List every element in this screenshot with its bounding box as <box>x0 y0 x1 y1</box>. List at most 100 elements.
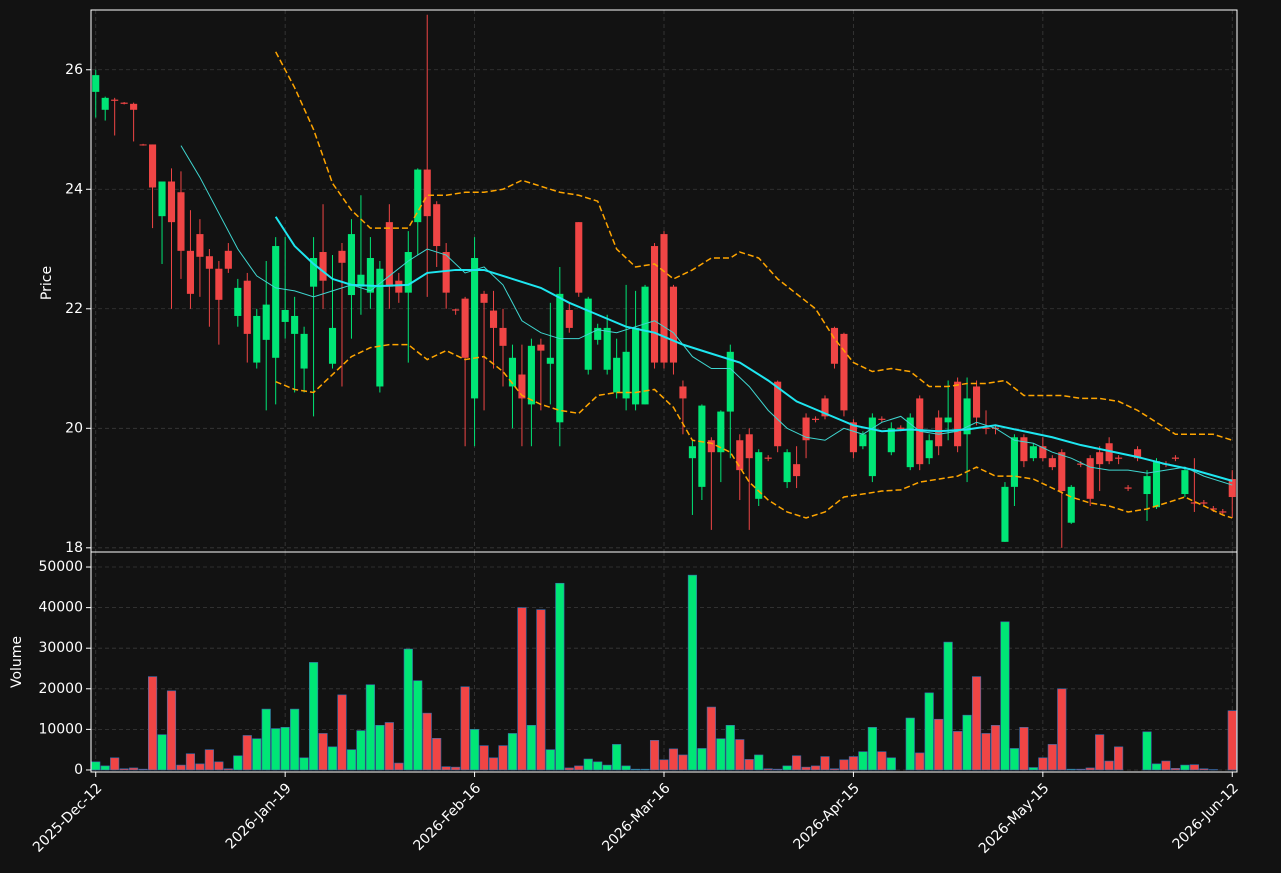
volume-bar <box>612 744 622 771</box>
volume-bar <box>1076 768 1086 771</box>
candle-body <box>1048 458 1056 468</box>
candle-body <box>310 257 318 287</box>
candle-body <box>357 274 365 287</box>
volume-bar <box>242 735 252 771</box>
candle-body <box>1058 452 1066 492</box>
volume-bar <box>924 692 934 771</box>
candle-body <box>830 327 839 364</box>
candle-body <box>452 309 460 311</box>
volume-bar <box>337 694 347 771</box>
volume-bar <box>990 725 1001 771</box>
candle-body <box>660 234 668 363</box>
volume-bar <box>185 753 196 771</box>
y-tick-label: 20000 <box>38 681 83 697</box>
volume-bar <box>820 756 830 771</box>
candle-body <box>1105 443 1113 462</box>
volume-bar <box>91 761 101 771</box>
candle-body <box>546 357 554 364</box>
volume-bar <box>668 748 679 771</box>
volume-bar <box>223 768 233 771</box>
volume-bar <box>1028 767 1038 771</box>
y-tick-label: 0 <box>74 762 83 778</box>
candle-body <box>774 381 782 447</box>
candle-body <box>1096 452 1104 465</box>
volume-bar <box>460 686 470 771</box>
volume-bar <box>971 676 982 771</box>
volume-bar <box>574 765 584 771</box>
candle-body <box>650 246 659 363</box>
candle-body <box>234 287 242 316</box>
candle-body <box>1228 479 1236 498</box>
candle-body <box>149 144 157 188</box>
candle-body <box>849 422 857 453</box>
candle-body <box>726 351 734 412</box>
candle-body <box>167 181 176 223</box>
volume-bar <box>166 690 177 771</box>
candle-body <box>972 386 981 418</box>
volume-bar <box>1227 710 1237 771</box>
volume-bar <box>782 765 792 771</box>
volume-bar <box>148 676 158 771</box>
candle-body <box>1219 511 1227 513</box>
volume-bar <box>915 752 925 771</box>
volume-bar <box>829 768 840 771</box>
volume-bar <box>1085 767 1095 771</box>
candle-body <box>423 169 431 217</box>
volume-bar <box>271 728 281 771</box>
volume-bar <box>403 648 413 771</box>
volume-bar <box>129 767 139 771</box>
volume-bar <box>744 759 754 771</box>
y-tick-label: 22 <box>65 301 83 317</box>
volume-bar <box>981 733 991 771</box>
candle-body <box>186 250 194 294</box>
volume-bar <box>877 751 887 771</box>
candle-body <box>982 427 990 429</box>
volume-bar <box>498 745 508 771</box>
volume-bar <box>252 738 262 771</box>
volume-bar <box>583 758 593 771</box>
volume-bar <box>801 766 811 771</box>
volume-bar <box>953 731 963 771</box>
candle-body <box>404 252 412 293</box>
candle-body <box>1029 446 1037 459</box>
volume-bar <box>792 755 802 771</box>
volume-axis-label: Volume <box>9 636 25 688</box>
candle-body <box>717 411 725 453</box>
candle-body <box>679 386 687 399</box>
volume-bar <box>962 714 972 771</box>
candle-body <box>868 417 876 477</box>
volume-bar <box>545 749 555 771</box>
candle-body <box>594 327 602 340</box>
candle-body <box>224 250 232 269</box>
volume-bar <box>1057 688 1067 771</box>
candle-body <box>802 417 810 441</box>
candle-body <box>565 309 573 328</box>
candle-body <box>1001 486 1009 542</box>
volume-bar <box>261 708 271 771</box>
volume-bar <box>451 766 461 771</box>
candle-body <box>139 144 147 146</box>
candle-body <box>111 99 119 101</box>
y-tick-label: 40000 <box>38 600 83 616</box>
overlay-line <box>275 343 1233 519</box>
candle-body <box>253 315 261 363</box>
volume-bar <box>1047 744 1057 771</box>
volume-bar <box>735 739 745 771</box>
volume-bar <box>564 767 574 771</box>
candle-body <box>338 250 346 263</box>
volume-bar <box>1104 760 1114 771</box>
candle-body <box>120 102 128 104</box>
candle-body <box>130 103 138 110</box>
candle-body <box>1200 502 1208 504</box>
volume-bar <box>470 729 480 771</box>
candle-body <box>821 398 829 417</box>
overlay-line <box>275 51 1233 441</box>
candle-body <box>262 304 270 340</box>
y-tick-label: 20 <box>65 420 83 436</box>
candle-body <box>1190 502 1198 504</box>
volume-bar <box>934 718 944 771</box>
volume-bar <box>365 684 375 771</box>
